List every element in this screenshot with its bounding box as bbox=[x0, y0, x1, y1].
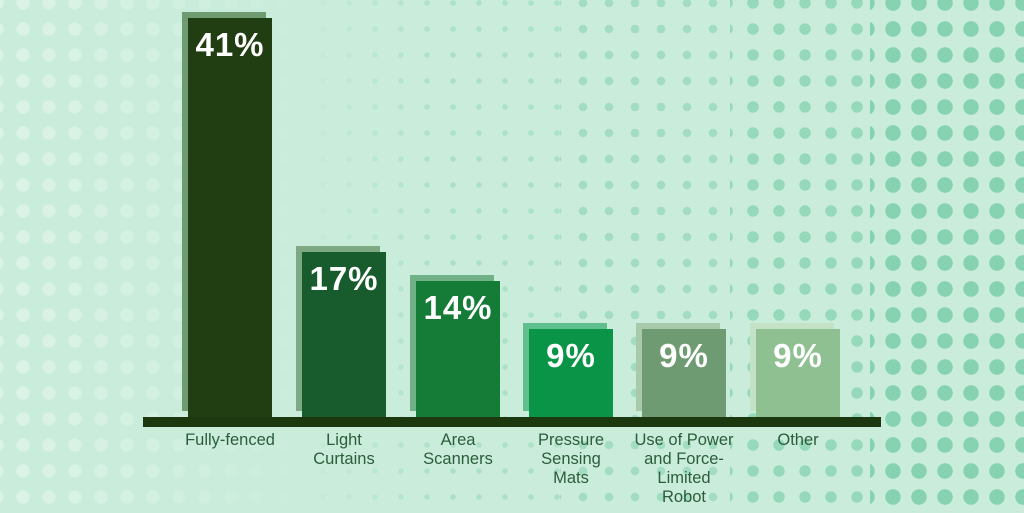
category-label-pressure-sensing-mats: Pressure Sensing Mats bbox=[537, 431, 605, 487]
bar-pressure-sensing-mats: 9% bbox=[523, 323, 613, 417]
value-label: 14% bbox=[423, 289, 493, 326]
category-label-power-force-limited-robot: Use of Power and Force- Limited Robot bbox=[634, 431, 734, 506]
value-label: 9% bbox=[659, 337, 709, 374]
bar-area-scanners: 14% bbox=[410, 275, 500, 417]
bar-fill: 9% bbox=[529, 329, 613, 417]
halftone-dots-right-largest bbox=[870, 0, 1024, 513]
value-label: 9% bbox=[773, 337, 823, 374]
bar-fill: 9% bbox=[642, 329, 726, 417]
category-label-light-curtains: Light Curtains bbox=[313, 431, 375, 468]
bar-fill: 14% bbox=[416, 281, 500, 417]
bar-fill: 41% bbox=[188, 18, 272, 417]
bar-other: 9% bbox=[750, 323, 840, 417]
x-axis-line bbox=[143, 417, 881, 427]
bar-power-force-limited-robot: 9% bbox=[636, 323, 726, 417]
bar-fully-fenced: 41% bbox=[182, 12, 272, 417]
category-label-fully-fenced: Fully-fenced bbox=[185, 431, 275, 449]
category-label-other: Other bbox=[777, 431, 819, 449]
bar-fill: 17% bbox=[302, 252, 386, 417]
category-label-area-scanners: Area Scanners bbox=[423, 431, 493, 468]
bar-fill: 9% bbox=[756, 329, 840, 417]
bar-light-curtains: 17% bbox=[296, 246, 386, 417]
value-label: 9% bbox=[546, 337, 596, 374]
value-label: 41% bbox=[195, 26, 265, 63]
value-label: 17% bbox=[309, 260, 379, 297]
